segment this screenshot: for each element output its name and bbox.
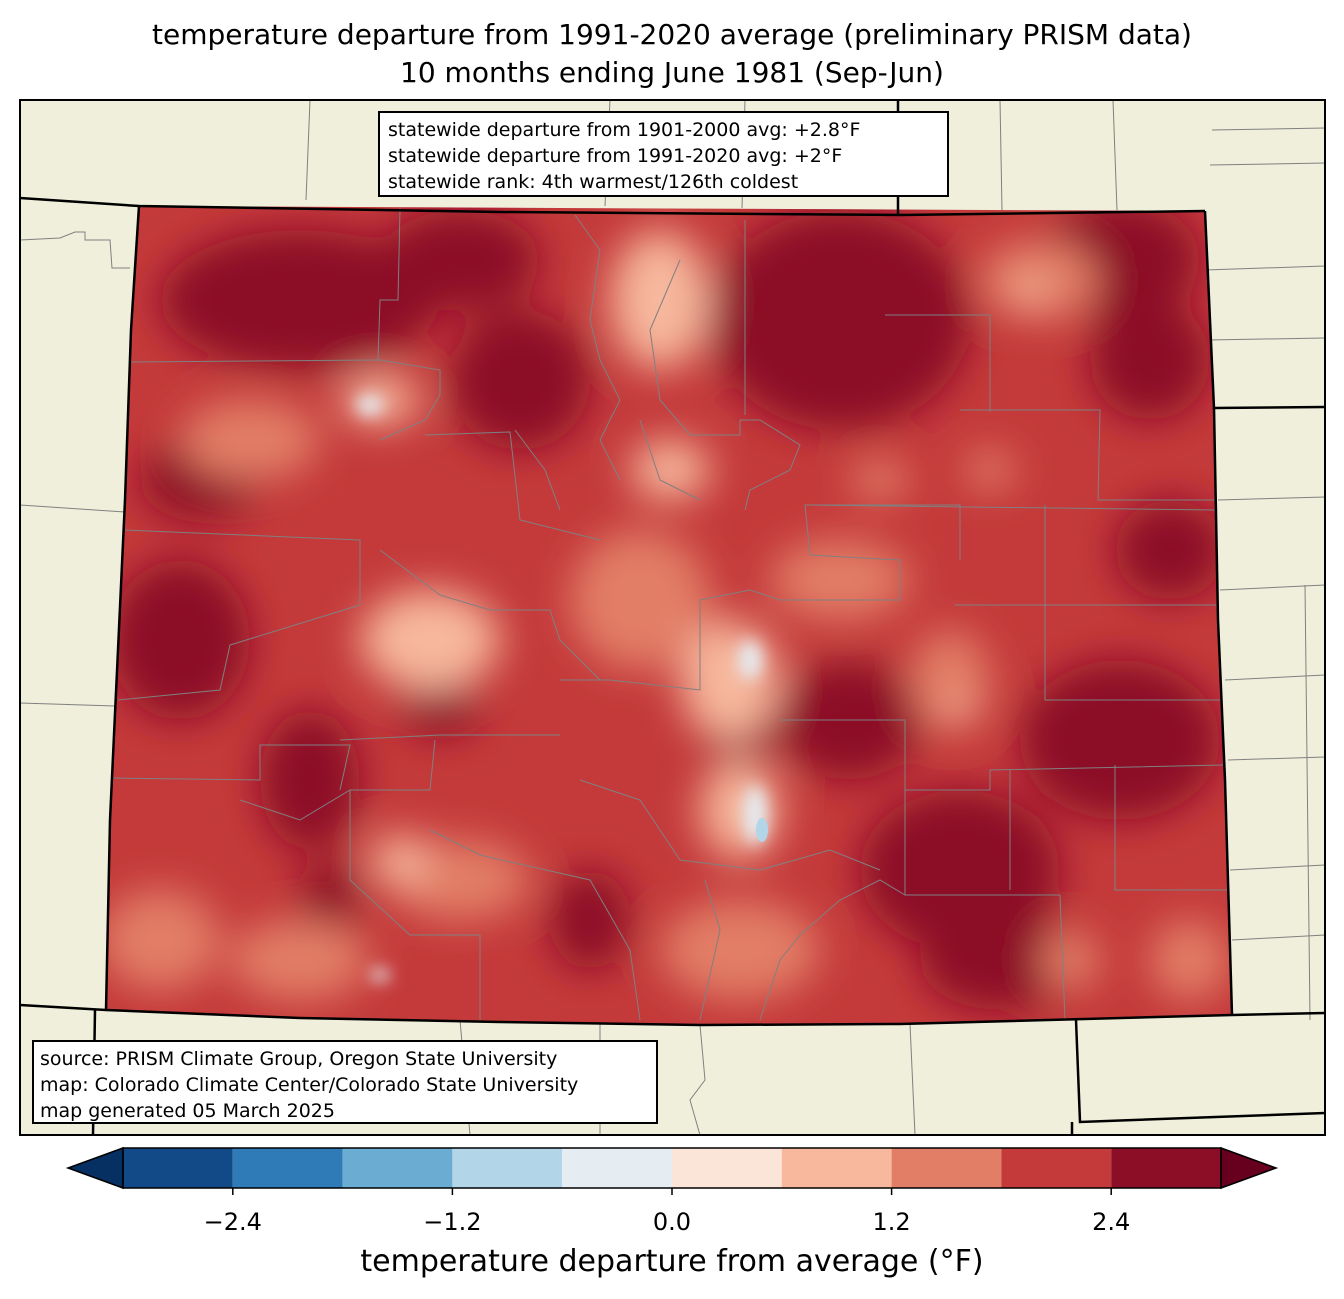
colorbar: [65, 1146, 1279, 1195]
colorbar-swatch: [781, 1148, 892, 1188]
colorbar-swatch: [672, 1148, 782, 1188]
map-frame: [19, 99, 1326, 1136]
colorbar-swatch: [452, 1148, 563, 1188]
colorbar-swatch: [342, 1148, 453, 1188]
generated-date-line: map generated 05 March 2025: [40, 1100, 335, 1122]
source-line: source: PRISM Climate Group, Oregon Stat…: [40, 1048, 558, 1070]
map-title-line2: 10 months ending June 1981 (Sep-Jun): [400, 56, 944, 89]
colorbar-over-arrow: [1220, 1146, 1279, 1190]
county-lines: [109, 207, 1229, 1021]
stats-rank: statewide rank: 4th warmest/126th coldes…: [388, 171, 799, 193]
colorbar-swatch: [232, 1148, 343, 1188]
colorbar-swatch: [562, 1148, 672, 1188]
map-title-line1: temperature departure from 1991-2020 ave…: [152, 18, 1192, 51]
source-box: source: PRISM Climate Group, Oregon Stat…: [32, 1040, 658, 1124]
colorbar-swatch: [123, 1148, 233, 1188]
colorbar-tick-label: 0.0: [652, 1208, 692, 1236]
colorbar-swatch: [1111, 1148, 1221, 1188]
statewide-stats-box: statewide departure from 1901-2000 avg: …: [378, 111, 949, 197]
stats-departure-1991-2020: statewide departure from 1991-2020 avg: …: [388, 145, 843, 167]
colorbar-tick-label: −1.2: [423, 1208, 482, 1236]
colorbar-swatch: [891, 1148, 1002, 1188]
colorbar-label: temperature departure from average (°F): [360, 1244, 984, 1279]
map-credit-line: map: Colorado Climate Center/Colorado St…: [40, 1074, 579, 1096]
temperature-field: [106, 206, 1232, 1025]
colorbar-tick-label: 1.2: [872, 1208, 911, 1236]
state-boundaries: [20, 100, 1325, 1135]
colorbar-tick-label: 2.4: [1092, 1208, 1131, 1236]
colorbar-under-arrow: [65, 1146, 124, 1190]
stats-departure-1901-2000: statewide departure from 1901-2000 avg: …: [388, 119, 861, 141]
colorbar-swatch: [1001, 1148, 1112, 1188]
colorbar-tick-label: −2.4: [203, 1208, 262, 1236]
